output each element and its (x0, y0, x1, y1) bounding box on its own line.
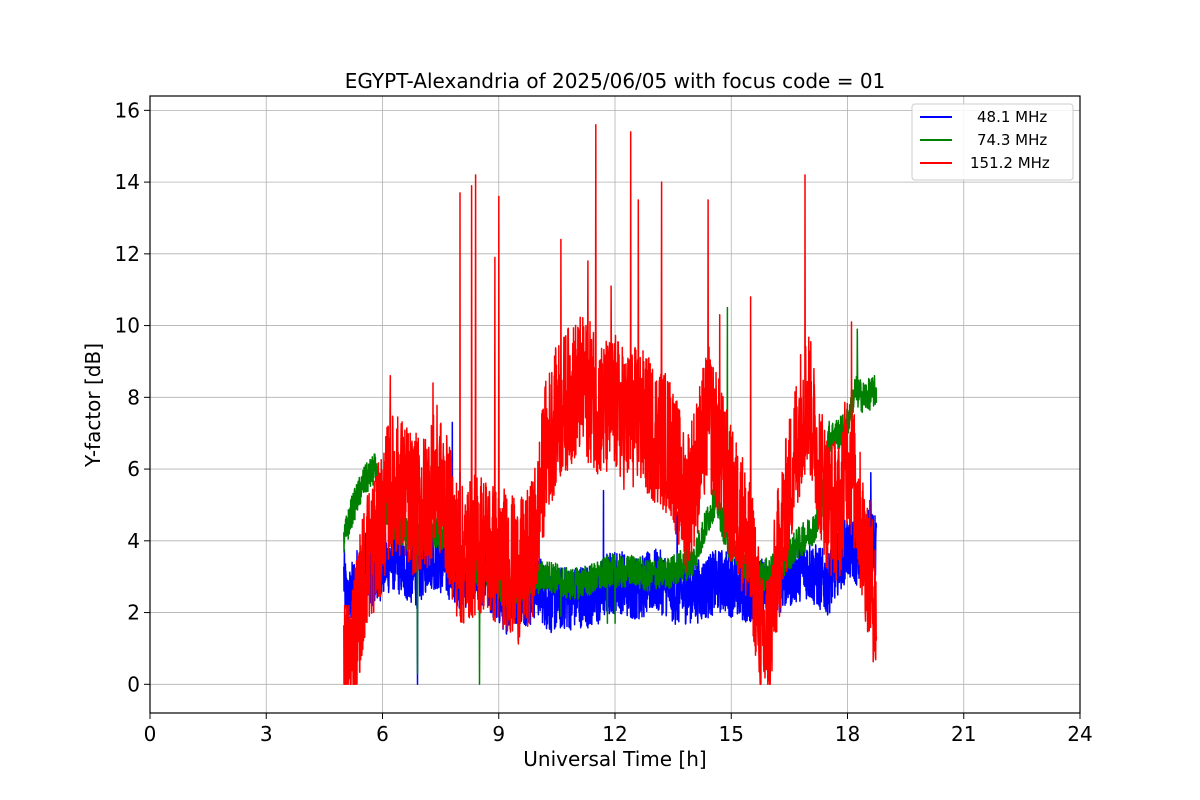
x-tick-label: 0 (144, 722, 157, 746)
legend: 48.1 MHz 74.3 MHz 151.2 MHz (911, 103, 1074, 181)
x-tick-label: 24 (1067, 722, 1092, 746)
y-tick-label: 14 (115, 170, 140, 194)
x-tick-label: 6 (376, 722, 389, 746)
chart-title: EGYPT-Alexandria of 2025/06/05 with focu… (345, 69, 886, 93)
series-line-2 (343, 123, 878, 686)
x-tick-label: 18 (835, 722, 860, 746)
y-axis-ticks: 0 2 4 6 8 10 12 14 16 (115, 98, 150, 696)
x-axis-label: Universal Time [h] (523, 747, 706, 771)
y-axis-label: Y-factor [dB] (81, 343, 105, 468)
x-tick-label: 15 (719, 722, 744, 746)
plot-frame (149, 95, 1081, 714)
legend-label-74mhz: 74.3 MHz (977, 131, 1047, 149)
y-tick-label: 4 (127, 529, 140, 553)
y-tick-label: 12 (115, 242, 140, 266)
y-tick-label: 0 (127, 672, 140, 696)
x-axis-ticks: 0 3 6 9 12 15 18 21 24 (144, 713, 1093, 746)
x-tick-label: 9 (492, 722, 505, 746)
x-tick-label: 3 (260, 722, 273, 746)
series-lines (343, 123, 878, 686)
series-line-0 (343, 421, 878, 686)
y-tick-label: 10 (115, 314, 140, 338)
y-tick-label: 8 (127, 385, 140, 409)
y-tick-label: 16 (115, 98, 140, 122)
legend-box (911, 103, 1074, 181)
x-tick-label: 21 (951, 722, 976, 746)
y-tick-label: 6 (127, 457, 140, 481)
legend-label-151mhz: 151.2 MHz (970, 154, 1050, 172)
y-tick-label: 2 (127, 601, 140, 625)
x-tick-label: 12 (602, 722, 627, 746)
legend-label-48mhz: 48.1 MHz (977, 108, 1047, 126)
